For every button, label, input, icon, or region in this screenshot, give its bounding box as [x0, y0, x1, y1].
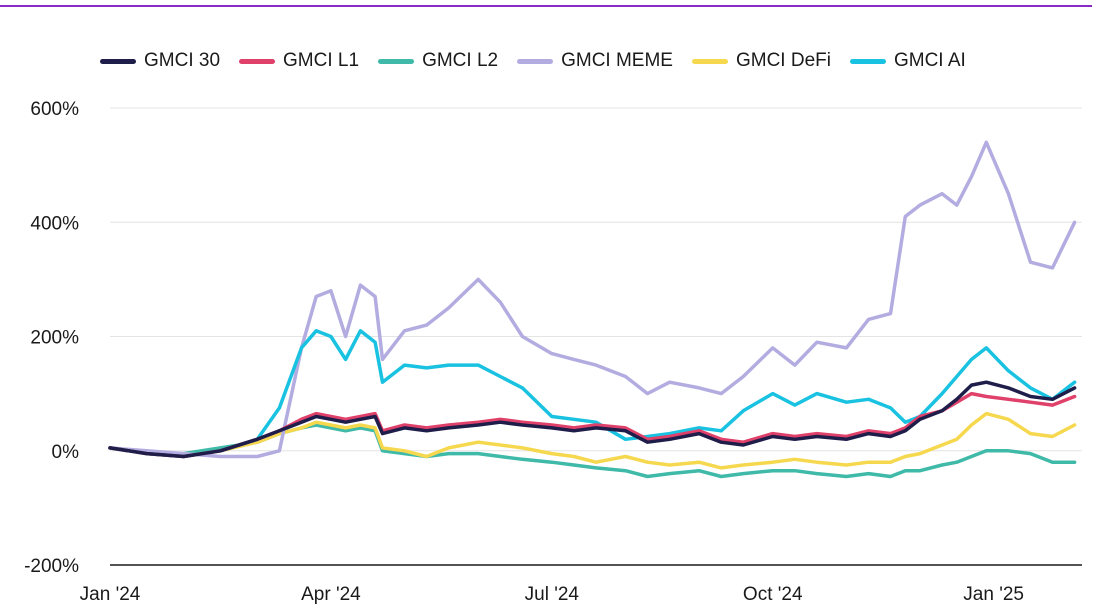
- x-tick-label: Jan '25: [963, 584, 1024, 605]
- legend-label: GMCI L1: [283, 50, 360, 71]
- y-tick-label: 200%: [30, 328, 79, 349]
- x-tick-label: Oct '24: [743, 584, 803, 605]
- legend-swatch: [100, 58, 136, 64]
- legend-label: GMCI L2: [422, 50, 499, 71]
- series-line-gmci-l1: [108, 391, 1077, 459]
- legend-item-gmci-l1: GMCI L1: [239, 50, 359, 72]
- gridlines: [110, 107, 1082, 452]
- legend-swatch: [378, 58, 415, 64]
- legend-item-gmci-30: GMCI 30: [100, 50, 220, 72]
- series-line-gmci-ai: [108, 329, 1077, 459]
- legend-item-gmci-l2: GMCI L2: [378, 50, 498, 72]
- legend-item-gmci-meme: GMCI MEME: [517, 50, 673, 72]
- legend-label: GMCI 30: [144, 50, 221, 71]
- legend-label: GMCI AI: [893, 50, 966, 71]
- series-line-gmci-defi: [108, 411, 1077, 470]
- legend-swatch: [239, 58, 276, 64]
- legend-label: GMCI MEME: [561, 50, 673, 71]
- x-tick-label: Apr '24: [301, 584, 361, 605]
- x-tick-label: Jan '24: [80, 584, 141, 605]
- y-tick-label: -200%: [24, 556, 79, 577]
- legend-swatch: [517, 58, 554, 64]
- series-line-gmci-30: [108, 380, 1077, 459]
- legend-swatch: [691, 58, 728, 64]
- top-rule: [0, 5, 1092, 7]
- series-lines: [108, 140, 1077, 479]
- y-tick-label: 0%: [52, 442, 80, 463]
- legend-label: GMCI DeFi: [735, 50, 831, 71]
- x-axis: Jan '24 Apr '24 Jul '24 Oct '24 Jan '25: [80, 564, 1082, 605]
- y-axis-ticks: 600% 400% 200% 0% -200%: [24, 99, 79, 577]
- legend: GMCI 30 GMCI L1 GMCI L2 GMCI MEME GMCI DeFi G…: [100, 50, 985, 72]
- y-tick-label: 400%: [30, 213, 79, 234]
- series-line-gmci-meme: [108, 140, 1077, 459]
- series-line-gmci-l2: [108, 423, 1077, 479]
- legend-item-gmci-defi: GMCI DeFi: [691, 50, 831, 72]
- legend-swatch: [849, 58, 886, 64]
- x-tick-label: Jul '24: [525, 584, 580, 605]
- legend-item-gmci-ai: GMCI AI: [849, 50, 966, 72]
- y-tick-label: 600%: [30, 99, 79, 120]
